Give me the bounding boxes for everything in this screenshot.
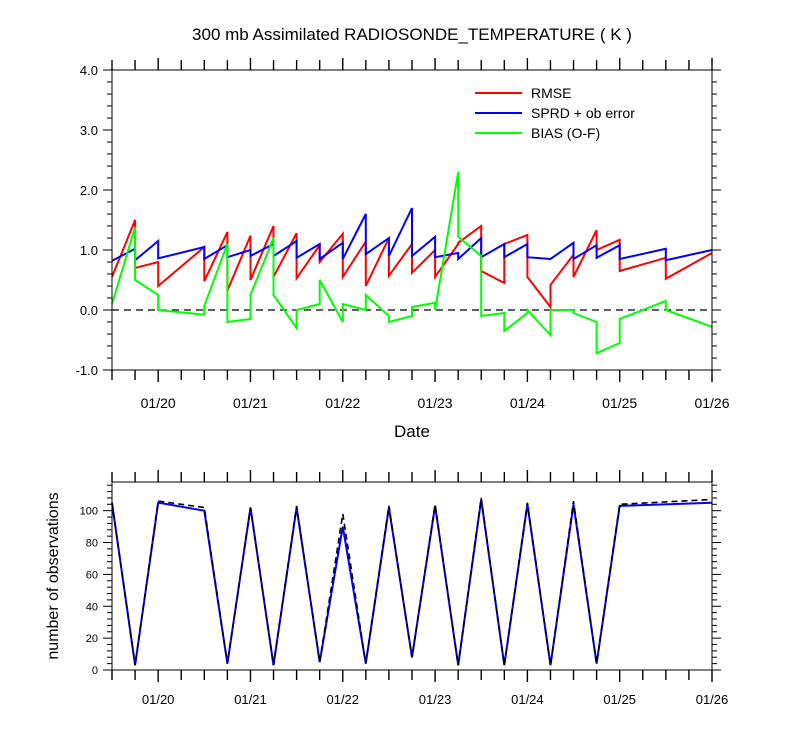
x-tick-label: 01/22 bbox=[325, 395, 360, 411]
chart-title: 300 mb Assimilated RADIOSONDE_TEMPERATUR… bbox=[192, 25, 632, 44]
y-tick-label: -1.0 bbox=[76, 363, 98, 378]
x-tick-label: 01/24 bbox=[510, 395, 545, 411]
legend: RMSE SPRD + ob error BIAS (O-F) bbox=[475, 85, 635, 141]
y-axis-label-observations: number of observations bbox=[45, 492, 62, 659]
y-tick-label: 2.0 bbox=[80, 183, 98, 198]
obs-series-line-possible bbox=[111, 497, 713, 666]
obs-y-tick-label: 40 bbox=[86, 601, 98, 613]
obs-y-tick-label: 80 bbox=[86, 538, 98, 550]
obs-y-tick-label: 0 bbox=[92, 665, 98, 677]
x-tick-label: 01/21 bbox=[233, 395, 268, 411]
x-tick-label: 01/26 bbox=[694, 395, 729, 411]
x-tick-label: 01/25 bbox=[602, 395, 637, 411]
obs-x-tick-label: 01/22 bbox=[326, 692, 359, 707]
bottom-plot-area bbox=[111, 497, 713, 666]
y-tick-label: 1.0 bbox=[80, 243, 98, 258]
bottom-axes: 0 20 40 60 80 100 01/20 01/21 01/22 01/23 01/24 01/… bbox=[80, 470, 729, 707]
y-tick-label: 0.0 bbox=[80, 303, 98, 318]
obs-x-tick-label: 01/25 bbox=[603, 692, 636, 707]
series-line-bias-o-f bbox=[111, 171, 713, 355]
x-axis-label: Date bbox=[394, 422, 430, 441]
obs-series-line-used bbox=[111, 499, 713, 666]
x-tick-label: 01/23 bbox=[418, 395, 453, 411]
y-tick-label: 4.0 bbox=[80, 63, 98, 78]
obs-y-tick-label: 100 bbox=[80, 506, 98, 518]
legend-label: BIAS (O-F) bbox=[531, 125, 600, 141]
series-line-sprd-ob-error bbox=[111, 207, 713, 263]
top-plot-area bbox=[111, 171, 713, 355]
obs-x-tick-label: 01/21 bbox=[234, 692, 267, 707]
y-tick-label: 3.0 bbox=[80, 123, 98, 138]
obs-x-tick-label: 01/20 bbox=[142, 692, 175, 707]
obs-x-tick-label: 01/24 bbox=[511, 692, 544, 707]
obs-y-tick-label: 60 bbox=[86, 569, 98, 581]
legend-label: RMSE bbox=[531, 85, 571, 101]
obs-x-tick-label: 01/23 bbox=[419, 692, 452, 707]
top-axes: -1.0 0.0 1.0 2.0 3.0 4.0 01/20 01/21 01/22 01/23 0… bbox=[76, 58, 730, 411]
legend-label: SPRD + ob error bbox=[531, 105, 635, 121]
x-tick-label: 01/20 bbox=[141, 395, 176, 411]
obs-x-tick-label: 01/26 bbox=[696, 692, 729, 707]
obs-y-tick-label: 20 bbox=[86, 633, 98, 645]
